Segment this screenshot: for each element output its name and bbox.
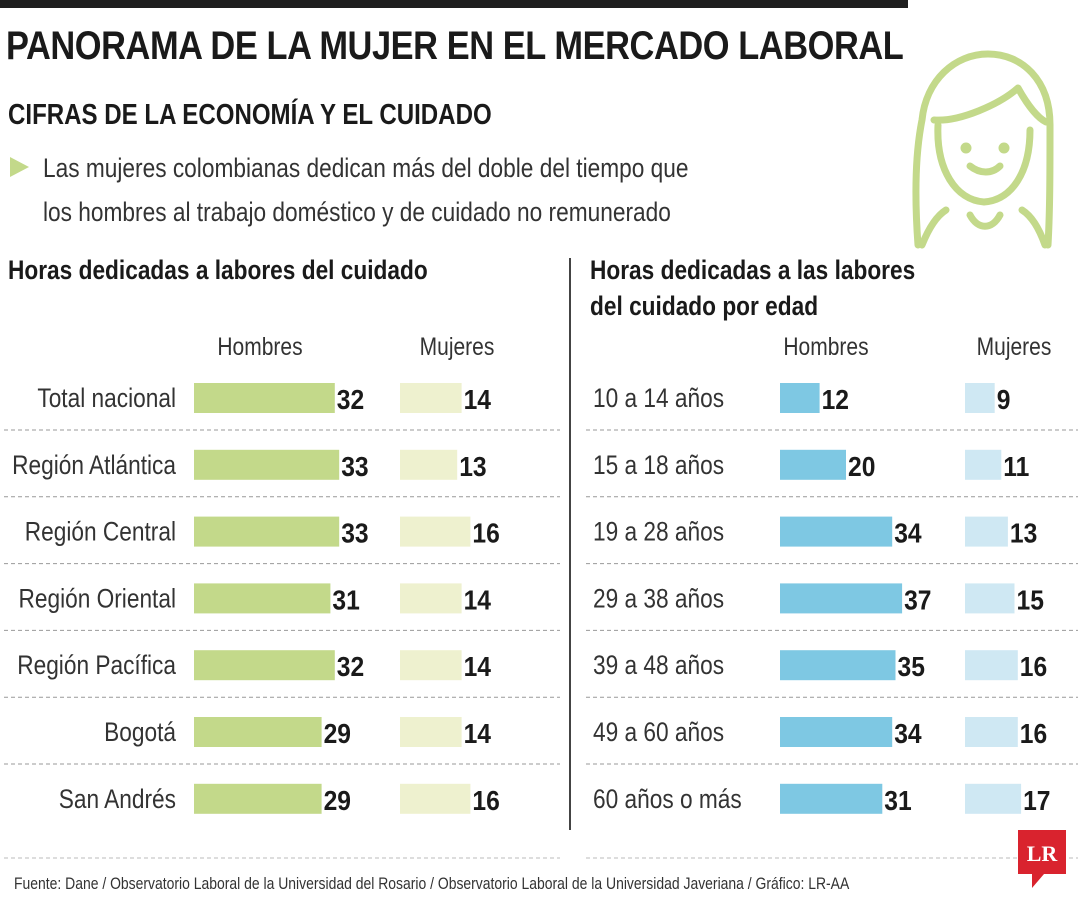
data-label: 32 (337, 384, 364, 416)
women-bar (400, 717, 462, 747)
men-bar (780, 383, 820, 413)
data-label: 31 (332, 584, 359, 616)
men-bar (194, 583, 331, 614)
right-chart-title-line-2: del cuidado por edad (590, 291, 819, 321)
men-bar (194, 717, 322, 747)
data-label: 11 (1003, 450, 1029, 482)
women-bar (965, 783, 1022, 814)
men-bar (780, 516, 893, 547)
women-bar (965, 516, 1008, 547)
right-chart-title: Horas dedicadas a las labores del cuidad… (590, 252, 915, 324)
data-label: 35 (898, 651, 925, 683)
data-label: 16 (1020, 651, 1047, 683)
category-label: 39 a 48 años (593, 650, 724, 680)
left-bar-chart: Total nacional 32 14 Región Atlántica 33 13 Re… (4, 383, 560, 859)
data-label: 29 (324, 784, 351, 816)
left-chart-title: Horas dedicadas a labores del cuidado (8, 255, 428, 285)
section-subtitle: CIFRAS DE LA ECONOMÍA Y EL CUIDADO (8, 99, 492, 131)
right-header-men: Hombres (783, 333, 869, 361)
category-label: 60 años o más (593, 784, 742, 814)
data-label: 17 (1023, 784, 1050, 816)
women-bar (400, 516, 471, 547)
men-bar (780, 717, 893, 747)
women-bar (400, 650, 462, 681)
data-label: 31 (884, 784, 911, 816)
right-chart-title-line-1: Horas dedicadas a las labores (590, 255, 916, 285)
data-label: 33 (341, 450, 368, 482)
data-label: 34 (894, 517, 922, 549)
intro-line-2: los hombres al trabajo doméstico y de cu… (43, 197, 671, 227)
data-label: 16 (1020, 718, 1047, 750)
category-label: Región Central (25, 517, 176, 547)
men-bar (194, 650, 335, 681)
data-label: 14 (464, 651, 492, 683)
svg-text:LR: LR (1027, 841, 1059, 866)
page-title: PANORAMA DE LA MUJER EN EL MERCADO LABOR… (6, 24, 904, 68)
category-label: 15 a 18 años (593, 450, 724, 480)
category-label: Región Atlántica (12, 450, 176, 480)
men-bar (194, 516, 340, 547)
category-label: Total nacional (37, 383, 176, 413)
left-header-men: Hombres (217, 333, 303, 361)
top-rule (0, 0, 908, 8)
data-label: 20 (848, 450, 875, 482)
data-label: 9 (997, 384, 1011, 416)
data-label: 13 (459, 450, 486, 482)
category-label: Región Oriental (18, 584, 176, 614)
women-bar (400, 449, 458, 480)
data-label: 16 (472, 784, 499, 816)
women-bar (965, 650, 1018, 681)
data-label: 14 (464, 384, 492, 416)
men-bar (194, 449, 340, 480)
category-label: Región Pacífica (17, 650, 176, 680)
category-label: 19 a 28 años (593, 517, 724, 547)
category-label: Bogotá (104, 717, 176, 747)
bullet-triangle-icon (10, 157, 29, 177)
data-label: 15 (1017, 584, 1044, 616)
men-bar (780, 583, 903, 614)
women-bar (965, 583, 1015, 614)
lr-logo: LR (1018, 830, 1066, 888)
women-bar (965, 383, 995, 413)
chart-divider (569, 258, 571, 830)
women-bar (400, 383, 462, 413)
women-bar (400, 783, 471, 814)
men-bar (194, 783, 322, 814)
men-bar (194, 383, 335, 413)
data-label: 14 (464, 584, 492, 616)
women-bar (965, 717, 1018, 747)
women-bar (965, 449, 1002, 480)
data-label: 32 (337, 651, 364, 683)
woman-icon (912, 50, 1054, 249)
men-bar (780, 449, 846, 480)
intro-text: Las mujeres colombianas dedican más del … (43, 146, 689, 234)
data-label: 16 (472, 517, 499, 549)
data-label: 12 (822, 384, 849, 416)
category-label: San Andrés (59, 784, 176, 814)
data-label: 14 (464, 718, 492, 750)
category-label: 29 a 38 años (593, 584, 724, 614)
left-header-women: Mujeres (419, 333, 495, 361)
men-bar (780, 650, 896, 681)
data-label: 29 (324, 718, 351, 750)
men-bar (780, 783, 883, 814)
data-label: 34 (894, 718, 922, 750)
data-label: 13 (1010, 517, 1037, 549)
data-label: 33 (341, 517, 368, 549)
right-header-women: Mujeres (976, 333, 1052, 361)
data-label: 37 (904, 584, 931, 616)
women-bar (400, 583, 462, 614)
intro-line-1: Las mujeres colombianas dedican más del … (43, 153, 689, 183)
category-label: 10 a 14 años (593, 383, 724, 413)
category-label: 49 a 60 años (593, 717, 724, 747)
right-bar-chart: 10 a 14 años 12 9 15 a 18 años 20 11 19 a 28 a… (586, 383, 1078, 859)
source-note: Fuente: Dane / Observatorio Laboral de l… (14, 874, 850, 893)
